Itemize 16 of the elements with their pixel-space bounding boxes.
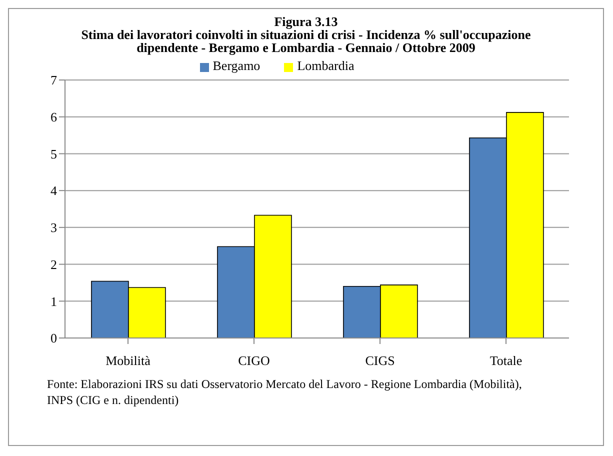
legend-label: Bergamo: [212, 58, 260, 73]
x-tick-label: Mobilità: [106, 353, 151, 368]
chart-title: Figura 3.13: [273, 14, 339, 29]
y-tick-label: 6: [50, 109, 58, 124]
y-tick-label: 5: [50, 146, 57, 162]
y-tick-label: 1: [50, 294, 57, 309]
x-tick-label: CIGS: [365, 353, 395, 368]
y-tick-label: 7: [50, 72, 58, 88]
legend-label: Lombardia: [297, 58, 354, 73]
x-tick-label: Totale: [490, 353, 522, 368]
source-note: Fonte: Elaborazioni IRS su dati Osservatorio Mercato del Lavoro - Regione Lombardia (Mobilità), INPS (CIG e n. dipendenti): [46, 376, 523, 408]
y-tick-label: 2: [50, 256, 57, 272]
y-tick-label: 4: [50, 183, 58, 198]
x-tick-label: CIGO: [238, 353, 270, 368]
y-tick-label: 3: [50, 220, 57, 236]
y-tick-label: 0: [50, 330, 57, 346]
